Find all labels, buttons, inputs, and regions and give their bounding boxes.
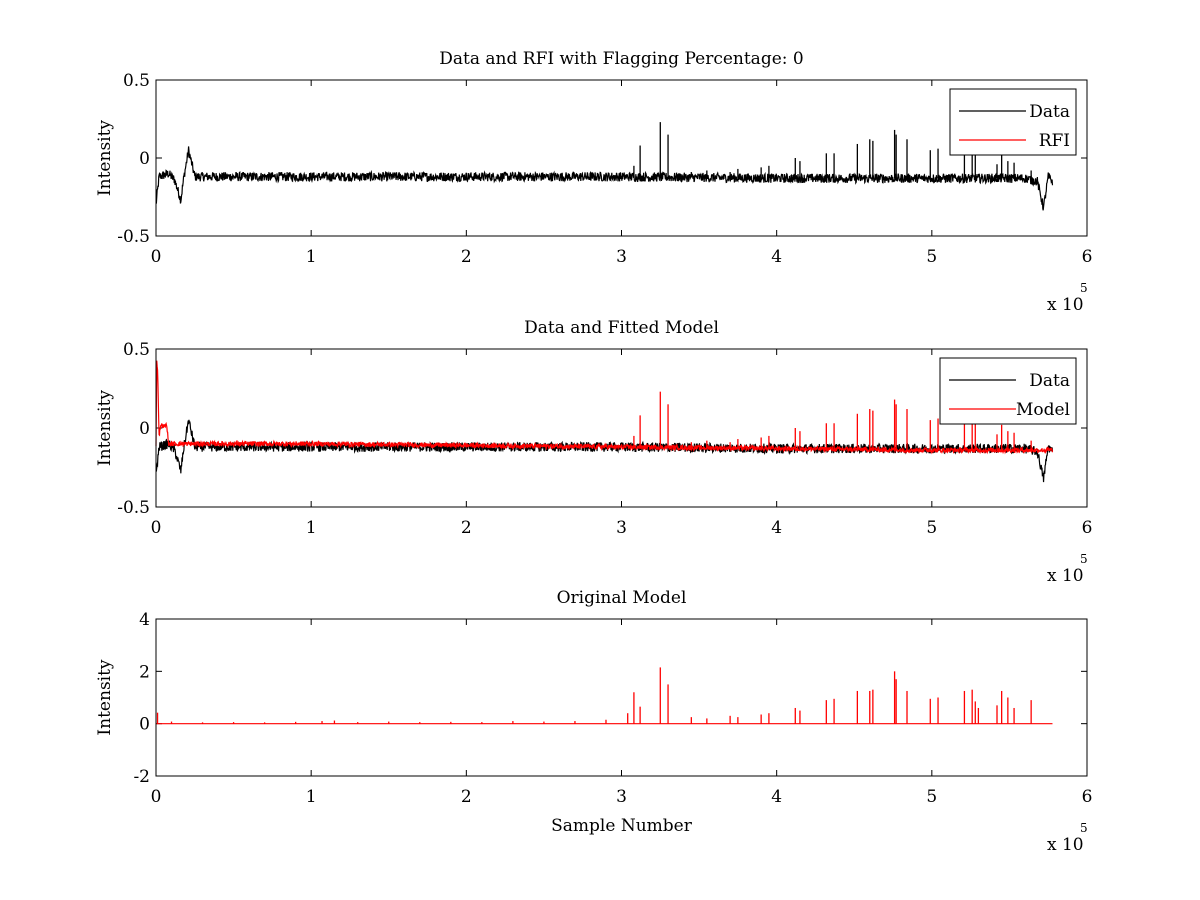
legend: Data RFI bbox=[949, 88, 1077, 156]
x-tick-label: 1 bbox=[306, 518, 317, 538]
y-tick-label: 0.5 bbox=[123, 71, 150, 91]
axes-frame bbox=[155, 348, 1088, 508]
series-line-model bbox=[155, 360, 1054, 455]
x-tick-label: 0 bbox=[151, 787, 162, 807]
legend-box bbox=[939, 357, 1077, 425]
x-tick-label: 6 bbox=[1082, 787, 1093, 807]
subplot-title: Data and RFI with Flagging Percentage: 0 bbox=[439, 49, 803, 69]
x-multiplier-base: x 10 bbox=[1047, 835, 1084, 855]
x-tick-label: 4 bbox=[771, 247, 782, 267]
x-tick-label: 1 bbox=[306, 247, 317, 267]
x-multiplier-exponent: 5 bbox=[1080, 552, 1088, 566]
y-tick-label: -0.5 bbox=[117, 498, 150, 518]
subplot-title: Original Model bbox=[557, 588, 687, 608]
x-tick-label: 4 bbox=[771, 518, 782, 538]
x-axis-label: Sample Number bbox=[551, 816, 693, 836]
y-tick-label: 0 bbox=[139, 419, 150, 439]
axes-frame bbox=[155, 618, 1088, 777]
series-line-data bbox=[155, 146, 1054, 211]
y-axis-label: Intensity bbox=[95, 120, 115, 196]
y-tick-label: 4 bbox=[139, 610, 150, 630]
x-tick-label: 4 bbox=[771, 787, 782, 807]
subplot-title: Data and Fitted Model bbox=[524, 318, 719, 338]
y-tick-label: 2 bbox=[139, 662, 150, 682]
y-tick-label: 0 bbox=[139, 149, 150, 169]
x-tick-label: 2 bbox=[461, 247, 472, 267]
legend-label-1: Model bbox=[1016, 400, 1070, 420]
x-tick-label: 6 bbox=[1082, 247, 1093, 267]
x-tick-label: 1 bbox=[306, 787, 317, 807]
x-multiplier-base: x 10 bbox=[1047, 566, 1084, 586]
axes-frame bbox=[155, 79, 1088, 237]
x-multiplier-exponent: 5 bbox=[1080, 281, 1088, 295]
x-tick-label: 3 bbox=[616, 787, 627, 807]
x-tick-label: 5 bbox=[926, 787, 937, 807]
x-multiplier-exponent: 5 bbox=[1080, 821, 1088, 835]
x-tick-label: 2 bbox=[461, 518, 472, 538]
x-tick-label: 3 bbox=[616, 247, 627, 267]
x-tick-label: 0 bbox=[151, 518, 162, 538]
x-tick-label: 6 bbox=[1082, 518, 1093, 538]
legend: Data Model bbox=[939, 357, 1077, 425]
y-tick-label: 0.5 bbox=[123, 340, 150, 360]
plot-area bbox=[156, 80, 1087, 236]
x-tick-label: 0 bbox=[151, 247, 162, 267]
y-tick-label: 0 bbox=[139, 715, 150, 735]
y-axis-label: Intensity bbox=[95, 390, 115, 466]
legend-label-0: Data bbox=[1029, 102, 1070, 122]
x-multiplier-base: x 10 bbox=[1047, 295, 1084, 315]
x-tick-label: 5 bbox=[926, 247, 937, 267]
legend-label-1: RFI bbox=[1039, 131, 1070, 151]
x-tick-label: 5 bbox=[926, 518, 937, 538]
x-tick-label: 3 bbox=[616, 518, 627, 538]
y-axis-label: Intensity bbox=[95, 659, 115, 735]
plot-area bbox=[156, 619, 1087, 776]
y-tick-label: -0.5 bbox=[117, 227, 150, 247]
x-tick-label: 2 bbox=[461, 787, 472, 807]
y-tick-label: -2 bbox=[133, 767, 150, 787]
legend-box bbox=[949, 88, 1077, 156]
plot-area bbox=[156, 349, 1087, 507]
legend-label-0: Data bbox=[1029, 371, 1070, 391]
